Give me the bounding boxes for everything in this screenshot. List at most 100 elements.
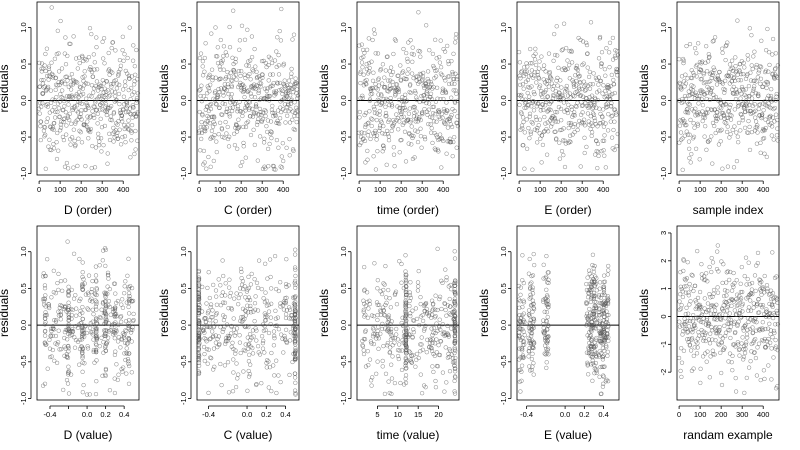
data-point bbox=[254, 104, 259, 110]
data-point bbox=[364, 82, 369, 87]
data-point bbox=[572, 130, 577, 135]
data-point bbox=[196, 318, 201, 324]
data-point bbox=[737, 69, 743, 74]
data-point bbox=[551, 93, 557, 99]
data-point bbox=[249, 271, 254, 277]
data-point bbox=[555, 119, 560, 124]
data-point bbox=[225, 333, 231, 339]
data-point bbox=[248, 282, 254, 287]
data-point bbox=[408, 118, 414, 123]
data-point bbox=[428, 79, 433, 85]
data-point bbox=[292, 113, 297, 119]
data-point bbox=[427, 48, 432, 53]
x-tick-label: 400 bbox=[757, 185, 770, 194]
data-point bbox=[273, 323, 278, 329]
data-point bbox=[586, 74, 592, 80]
data-point bbox=[406, 40, 411, 45]
data-point bbox=[411, 133, 416, 139]
data-point bbox=[127, 323, 132, 329]
data-point bbox=[385, 131, 391, 137]
data-point bbox=[702, 92, 707, 97]
data-point bbox=[418, 54, 423, 59]
data-point bbox=[764, 85, 769, 91]
data-point bbox=[604, 105, 609, 110]
data-point bbox=[438, 65, 444, 70]
data-point bbox=[122, 52, 127, 57]
data-point bbox=[360, 95, 365, 101]
data-point bbox=[733, 330, 738, 335]
data-point bbox=[103, 104, 108, 109]
data-point bbox=[248, 114, 253, 119]
data-point bbox=[399, 280, 404, 285]
data-point bbox=[544, 78, 550, 83]
data-point bbox=[84, 392, 90, 397]
data-point bbox=[680, 332, 685, 337]
data-point bbox=[364, 47, 370, 52]
data-point bbox=[522, 342, 527, 347]
data-point bbox=[434, 68, 440, 73]
data-point bbox=[74, 103, 80, 108]
data-point bbox=[438, 327, 443, 332]
data-point bbox=[293, 76, 298, 81]
data-point bbox=[274, 286, 279, 292]
data-point bbox=[356, 130, 362, 135]
data-point bbox=[208, 164, 213, 169]
data-point bbox=[247, 100, 252, 105]
data-point bbox=[114, 300, 119, 306]
data-point bbox=[103, 303, 109, 308]
data-point bbox=[744, 282, 749, 287]
data-point bbox=[248, 310, 254, 315]
data-point bbox=[365, 133, 371, 138]
data-point bbox=[260, 346, 266, 351]
data-point bbox=[517, 318, 522, 323]
data-point bbox=[715, 290, 721, 295]
data-point bbox=[366, 306, 371, 311]
data-point bbox=[418, 342, 423, 347]
data-point bbox=[693, 64, 699, 69]
data-point bbox=[592, 95, 597, 100]
data-point bbox=[590, 82, 596, 87]
data-point bbox=[76, 90, 82, 95]
plot-frame bbox=[516, 1, 620, 176]
data-point bbox=[93, 100, 98, 105]
data-point bbox=[240, 89, 246, 95]
data-point bbox=[707, 264, 712, 270]
data-point bbox=[433, 293, 438, 298]
data-point bbox=[52, 56, 58, 61]
data-point bbox=[443, 78, 448, 83]
data-point bbox=[516, 297, 522, 302]
data-point bbox=[417, 115, 422, 120]
data-point bbox=[455, 114, 460, 119]
data-point bbox=[699, 312, 705, 317]
data-point bbox=[561, 100, 567, 105]
data-point bbox=[57, 99, 63, 104]
data-point bbox=[592, 351, 598, 357]
data-point bbox=[409, 353, 414, 358]
data-point bbox=[42, 84, 47, 89]
data-point bbox=[596, 352, 602, 358]
data-point bbox=[687, 155, 692, 161]
data-point bbox=[85, 81, 90, 86]
data-point bbox=[718, 350, 723, 355]
data-point bbox=[609, 101, 614, 106]
y-tick-label: 0.5 bbox=[19, 283, 28, 293]
data-point bbox=[226, 74, 231, 79]
data-point bbox=[361, 54, 366, 60]
data-point bbox=[91, 337, 96, 342]
data-point bbox=[289, 316, 294, 321]
data-point bbox=[64, 160, 70, 166]
scatter-panel-2: -1.0-0.50.00.51.00 100 200 300 400residualsC… bbox=[157, 1, 301, 217]
data-point bbox=[437, 60, 443, 65]
data-point bbox=[735, 322, 740, 327]
data-point bbox=[367, 98, 372, 103]
data-point bbox=[103, 290, 109, 296]
data-point bbox=[699, 97, 705, 102]
data-point bbox=[713, 331, 719, 336]
data-point bbox=[257, 352, 263, 357]
data-point bbox=[436, 343, 441, 348]
x-tick-label: -0.4 bbox=[44, 410, 57, 419]
data-point bbox=[590, 354, 595, 360]
data-point bbox=[280, 303, 285, 308]
data-point bbox=[424, 23, 429, 28]
data-point bbox=[692, 46, 698, 51]
